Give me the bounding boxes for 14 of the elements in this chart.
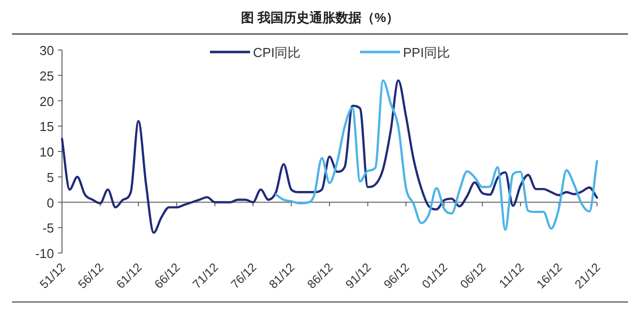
y-tick-label: 5 — [46, 170, 54, 185]
y-tick-label: 10 — [40, 144, 54, 160]
legend-label: CPI同比 — [253, 45, 301, 60]
y-tick-label: 30 — [40, 43, 54, 58]
y-tick-label: -5 — [42, 220, 54, 236]
y-tick-label: 15 — [40, 119, 54, 134]
y-tick-label: 20 — [40, 94, 54, 109]
line-series — [60, 79, 598, 234]
y-tick-label: 0 — [46, 195, 54, 210]
y-tick-label: 25 — [40, 68, 54, 84]
line-series — [274, 79, 598, 231]
legend-label: PPI同比 — [403, 45, 450, 60]
y-tick-label: -10 — [35, 246, 54, 261]
chart-title: 图 我国历史通胀数据（%） — [240, 10, 400, 25]
